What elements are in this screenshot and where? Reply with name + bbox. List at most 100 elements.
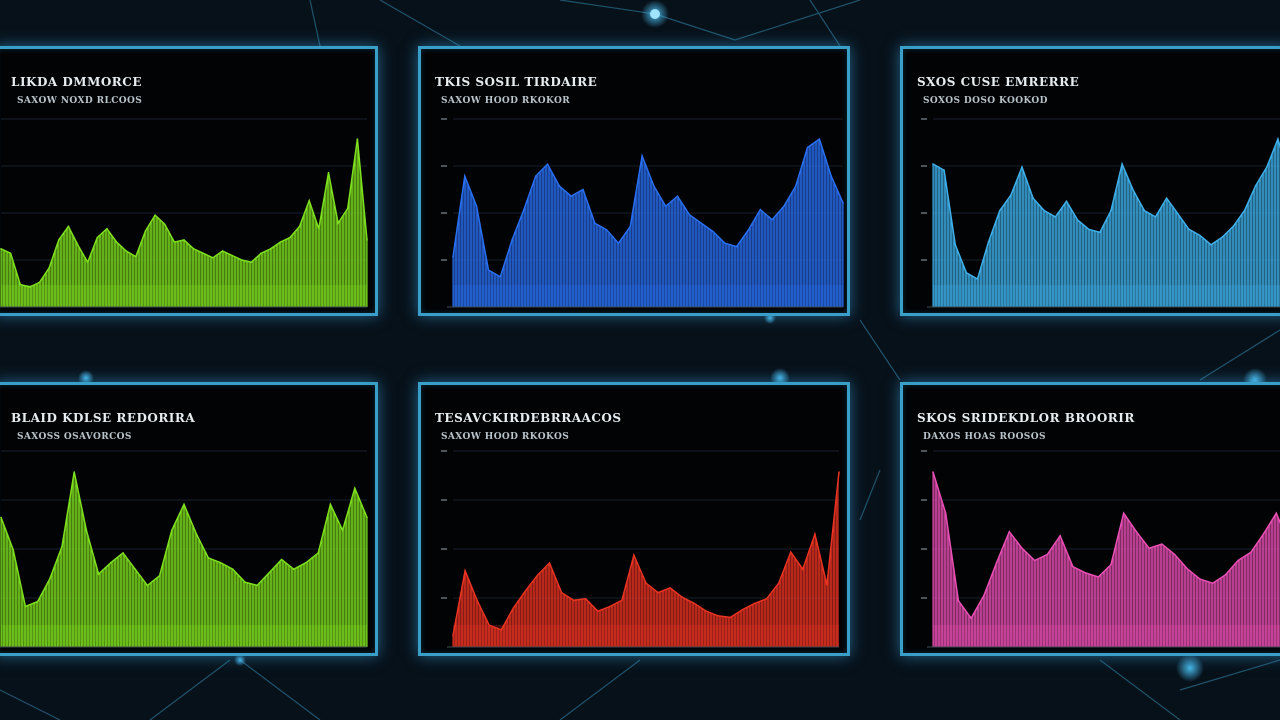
data-point	[830, 175, 832, 177]
data-point	[818, 138, 821, 140]
data-point	[629, 225, 632, 228]
data-point	[957, 599, 960, 602]
data-point	[676, 195, 679, 197]
data-point	[983, 594, 985, 597]
chart-title: SXOS CUSE EMRERRE	[917, 75, 1080, 89]
data-point	[548, 562, 551, 564]
data-point	[1154, 216, 1157, 218]
data-point	[1177, 212, 1179, 215]
series-base-band	[933, 285, 1280, 307]
data-point	[110, 561, 112, 564]
data-point	[633, 554, 635, 556]
data-point	[269, 248, 272, 250]
data-point	[232, 568, 234, 570]
data-point	[1275, 512, 1278, 514]
data-point	[1121, 163, 1123, 165]
data-point	[144, 230, 147, 232]
data-point	[207, 557, 210, 559]
data-point	[318, 227, 320, 230]
data-point	[268, 571, 271, 574]
data-point	[1088, 228, 1090, 231]
data-point	[289, 236, 291, 239]
series-streaks	[452, 490, 838, 647]
data-point	[771, 218, 773, 221]
data-point	[546, 163, 549, 166]
data-point	[49, 578, 51, 580]
data-point	[158, 574, 161, 577]
data-point	[1008, 530, 1011, 533]
data-point	[534, 175, 537, 177]
data-point	[115, 241, 118, 243]
data-point	[1054, 216, 1057, 218]
data-point	[735, 245, 738, 248]
data-point	[536, 574, 539, 577]
data-point	[932, 471, 934, 473]
data-point	[1237, 559, 1239, 562]
data-point	[777, 582, 780, 584]
data-point	[244, 581, 246, 583]
data-point	[452, 255, 454, 258]
chart-plot-4	[441, 450, 840, 648]
data-point	[0, 516, 2, 519]
data-point	[1097, 576, 1100, 578]
data-point	[1262, 533, 1265, 535]
data-point	[653, 185, 655, 187]
data-point	[712, 230, 714, 233]
data-point	[475, 205, 478, 208]
series-base-band	[453, 285, 843, 307]
data-point	[500, 629, 503, 631]
data-point	[366, 239, 368, 241]
data-point	[29, 286, 31, 288]
data-point	[1186, 568, 1189, 570]
data-point	[58, 239, 60, 241]
data-point	[346, 207, 349, 210]
data-point	[717, 615, 720, 617]
chart-subtitle: SOXOS DOSO KOOKOD	[923, 96, 1048, 106]
data-point	[183, 503, 185, 506]
data-point	[700, 222, 702, 224]
data-point	[163, 223, 166, 225]
data-point	[488, 624, 490, 626]
chart-subtitle: SAXOSS OSAVORCOS	[17, 432, 132, 442]
data-point	[1110, 563, 1112, 566]
data-point	[523, 208, 525, 211]
data-point	[499, 276, 502, 278]
data-point	[724, 242, 726, 244]
data-point	[173, 241, 176, 243]
data-point	[1059, 535, 1061, 537]
data-point	[77, 244, 79, 247]
data-point	[814, 533, 816, 535]
data-point	[1010, 194, 1012, 196]
data-point	[183, 239, 185, 241]
series-streaks	[0, 479, 368, 647]
chart-subtitle: SAXOW HOOD RKOKOS	[441, 432, 570, 442]
chart-subtitle: SAXOW HOOD RKOKOR	[441, 96, 571, 106]
data-point	[617, 242, 620, 244]
data-point	[86, 261, 89, 263]
data-point	[134, 568, 136, 570]
data-point	[1161, 543, 1163, 545]
data-point	[1021, 547, 1023, 549]
data-point	[783, 205, 785, 208]
series-streaks	[932, 139, 1279, 307]
data-point	[231, 254, 233, 257]
data-point	[842, 202, 844, 204]
data-point	[688, 213, 691, 216]
data-point	[741, 608, 744, 611]
data-point	[1199, 234, 1201, 237]
data-point	[1148, 547, 1150, 549]
data-point	[106, 227, 108, 230]
chart-title: TESAVCKIRDEBRRAACOS	[435, 411, 622, 425]
data-point	[597, 610, 599, 612]
data-point	[570, 195, 572, 197]
data-point	[452, 634, 454, 637]
data-point	[512, 607, 515, 609]
data-point	[487, 269, 490, 271]
data-point	[464, 175, 466, 177]
chart-title: SKOS SRIDEKDLOR BROORIR	[917, 411, 1135, 425]
data-point	[1254, 185, 1257, 187]
data-point	[192, 248, 195, 250]
data-point	[1210, 244, 1212, 246]
data-point	[1221, 236, 1224, 238]
data-point	[305, 561, 307, 564]
